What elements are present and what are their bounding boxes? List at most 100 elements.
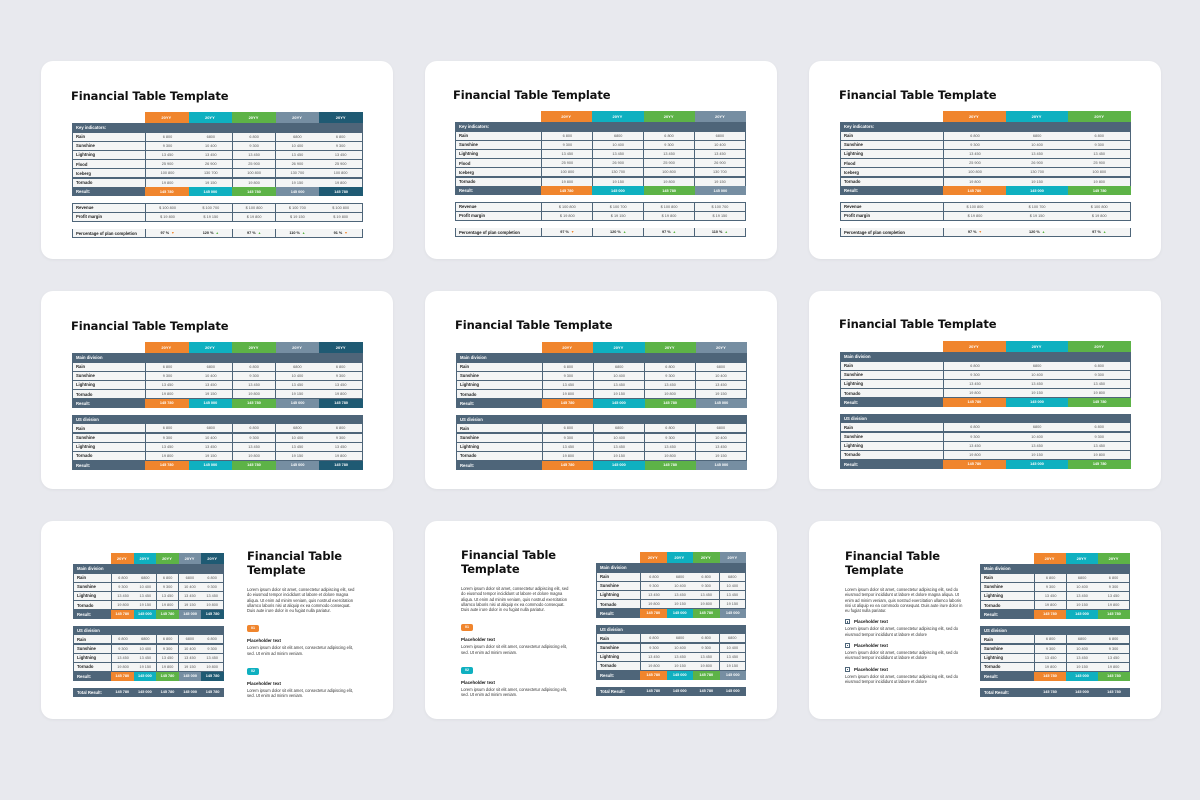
slide-thumbnail-2[interactable]: Financial Table Template 20YY 20YY 20YY 20YY… [425,61,777,259]
year-header-row: 20YY 20YY 20YY [840,341,1132,352]
table-row: Tornado 19 800 19 150 19 800 [840,388,1131,398]
row-label: Lightning [73,380,145,389]
cell-value: 19 800 [641,600,667,609]
result-value: 145 000 [138,690,152,694]
result-value: 145 780 [542,460,594,470]
cell-value: 10 400 [695,433,747,442]
year-header-row: 20YY 20YY 20YY [980,553,1130,564]
result-label: Result: [844,461,859,467]
table-row: Rain 6 800 6800 6 800 6800 [456,362,747,372]
checkbox-icon [845,643,850,649]
financial-table: 20YY 20YY 20YY Main division Rain 6 800 6800 6 … [840,341,1132,469]
cell-value: 19 800 [1098,662,1129,671]
cell-value: $ 19 150 [276,212,319,221]
cell-value: 120 % ▲ [189,229,233,238]
section-us-division: US division [73,625,224,635]
year-header-cell: 20YY [232,112,276,123]
slide-thumbnail-5[interactable]: Financial Table Template 20YY 20YY 20YY 20YY… [425,291,777,489]
year-header-cell: 20YY [666,552,693,563]
slide-thumbnail-9[interactable]: Financial Table Template Lorem ipsum dolo… [809,521,1161,719]
row-label: Tornado [981,601,1034,610]
row-label: Iceberg [456,168,541,177]
cell-value: 19 150 [719,600,746,609]
header-spacer [840,341,943,352]
slide-thumbnail-4[interactable]: Financial Table Template 20YY 20YY 20YY 20YY… [41,291,393,489]
cell-value: 130 700 [694,168,746,177]
cell-value: 6 800 [232,362,276,371]
arrow-up-icon: ▲ [215,231,219,236]
result-label: Result: [460,400,475,406]
table-row: Lightning 13 450 13 450 13 450 13 450 13 450 [72,380,363,390]
row-label: Tornado [841,389,943,398]
slide-title: Financial Table Template [845,549,940,577]
cell-value: $ 100 700 [276,203,319,212]
slide-thumbnail-3[interactable]: Financial Table Template 20YY 20YY 20YY Key … [809,61,1161,259]
cell-value: 13 450 [644,442,696,451]
year-header-cell: 20YY [1066,553,1098,564]
placeholder-title: Placeholder text [461,680,495,686]
cell-value: 9 300 [644,371,696,380]
cell-value: 10 400 [667,643,693,652]
year-header-row: 20YY 20YY 20YY 20YY 20YY [72,112,363,123]
section-key-indicators: Key indicators: [72,123,363,132]
cell-value: 19 800 [232,178,276,187]
result-value: 145 000 [725,689,740,693]
cell-value: 6 800 [1068,131,1131,140]
cell-value: 9 300 [232,371,276,380]
cell-value: $ 100 700 [189,203,233,212]
cell-value: 19 150 [179,601,201,610]
row-label: Iceberg [841,168,943,177]
row-label: Tornado [74,662,111,671]
table-row: Tornado 19 800 19 150 19 800 19 150 19 800 [73,662,224,672]
table-row: Sunshine 9 300 10 400 9 300 10 400 [456,432,747,443]
checklist-item: Placeholder text [845,666,963,672]
cell-value: 6800 [694,131,746,140]
cell-value: 13 450 [134,591,157,600]
row-label: Lightning [597,652,640,661]
table-row: Sunshine 9 300 10 400 9 300 10 400 9 300 [72,141,363,151]
cell-value: 10 400 [179,582,201,591]
cell-value: 19 150 [695,390,747,399]
year-header-cell: 20YY [1005,341,1069,352]
cell-value: 19 150 [134,601,157,610]
table-row: Lightning 13 450 13 450 13 450 13 450 [455,149,746,159]
row-label: Profit margin [456,211,541,220]
cell-value: 19 150 [189,390,233,399]
slide-thumbnail-7[interactable]: Financial Table Template Lorem ipsum dolo… [41,521,393,719]
slide-title: Financial Table Template [71,319,229,333]
table-row: Rain 6 800 6800 6 800 6800 6 800 [72,423,363,433]
slide-thumbnail-8[interactable]: Financial Table Template Lorem ipsum dolo… [425,521,777,719]
row-label: Tornado [841,450,943,459]
table-row: Sunshine 9 300 10 400 9 300 [840,370,1131,380]
result-value: 145 000 [593,460,645,470]
table-row: Rain 6 800 6800 6 800 6800 [596,572,746,582]
table-row: Sunshine 9 300 10 400 9 300 [840,140,1131,150]
gap [73,619,224,626]
cell-value: 6800 [1006,131,1068,140]
cell-value: 19 150 [276,451,319,460]
result-value: 145 000 [672,689,687,693]
header-spacer [980,553,1034,564]
cell-value: $ 19 150 [1006,211,1068,220]
plan-completion-row: Percentage of plan completion 97 % ▼ 120 % ▲… [840,227,1131,237]
cell-value: 9 300 [1035,582,1067,591]
arrow-up-icon: ▲ [622,230,627,235]
row-label: Rain [981,573,1034,582]
slide-thumbnail-1[interactable]: Financial Table Template 20YY 20YY 20YY 20YY… [41,61,393,259]
cell-value: 10 400 [276,433,319,442]
result-value: 145 780 [156,609,179,619]
cell-value: 19 800 [644,390,696,399]
cell-value: 26 900 [694,159,746,168]
table-row: Lightning 13 450 13 450 13 450 13 450 [456,442,747,452]
cell-value: 9 300 [146,141,189,150]
financial-table: 20YY 20YY 20YY 20YY Key indicators: Rain 6 800… [455,111,746,237]
result-label: Result: [459,188,474,194]
cell-value: 6 800 [944,423,1006,432]
row-label: Rain [597,572,640,581]
result-value: 145 780 [115,690,130,694]
slide-thumbnail-6[interactable]: Financial Table Template 20YY 20YY 20YY Main… [809,291,1161,489]
cell-value: 9 300 [641,581,667,590]
cell-value: 19 800 [644,451,696,460]
row-label: Percentage of plan completion [456,228,541,237]
cell-value: 6 800 [1035,635,1067,644]
